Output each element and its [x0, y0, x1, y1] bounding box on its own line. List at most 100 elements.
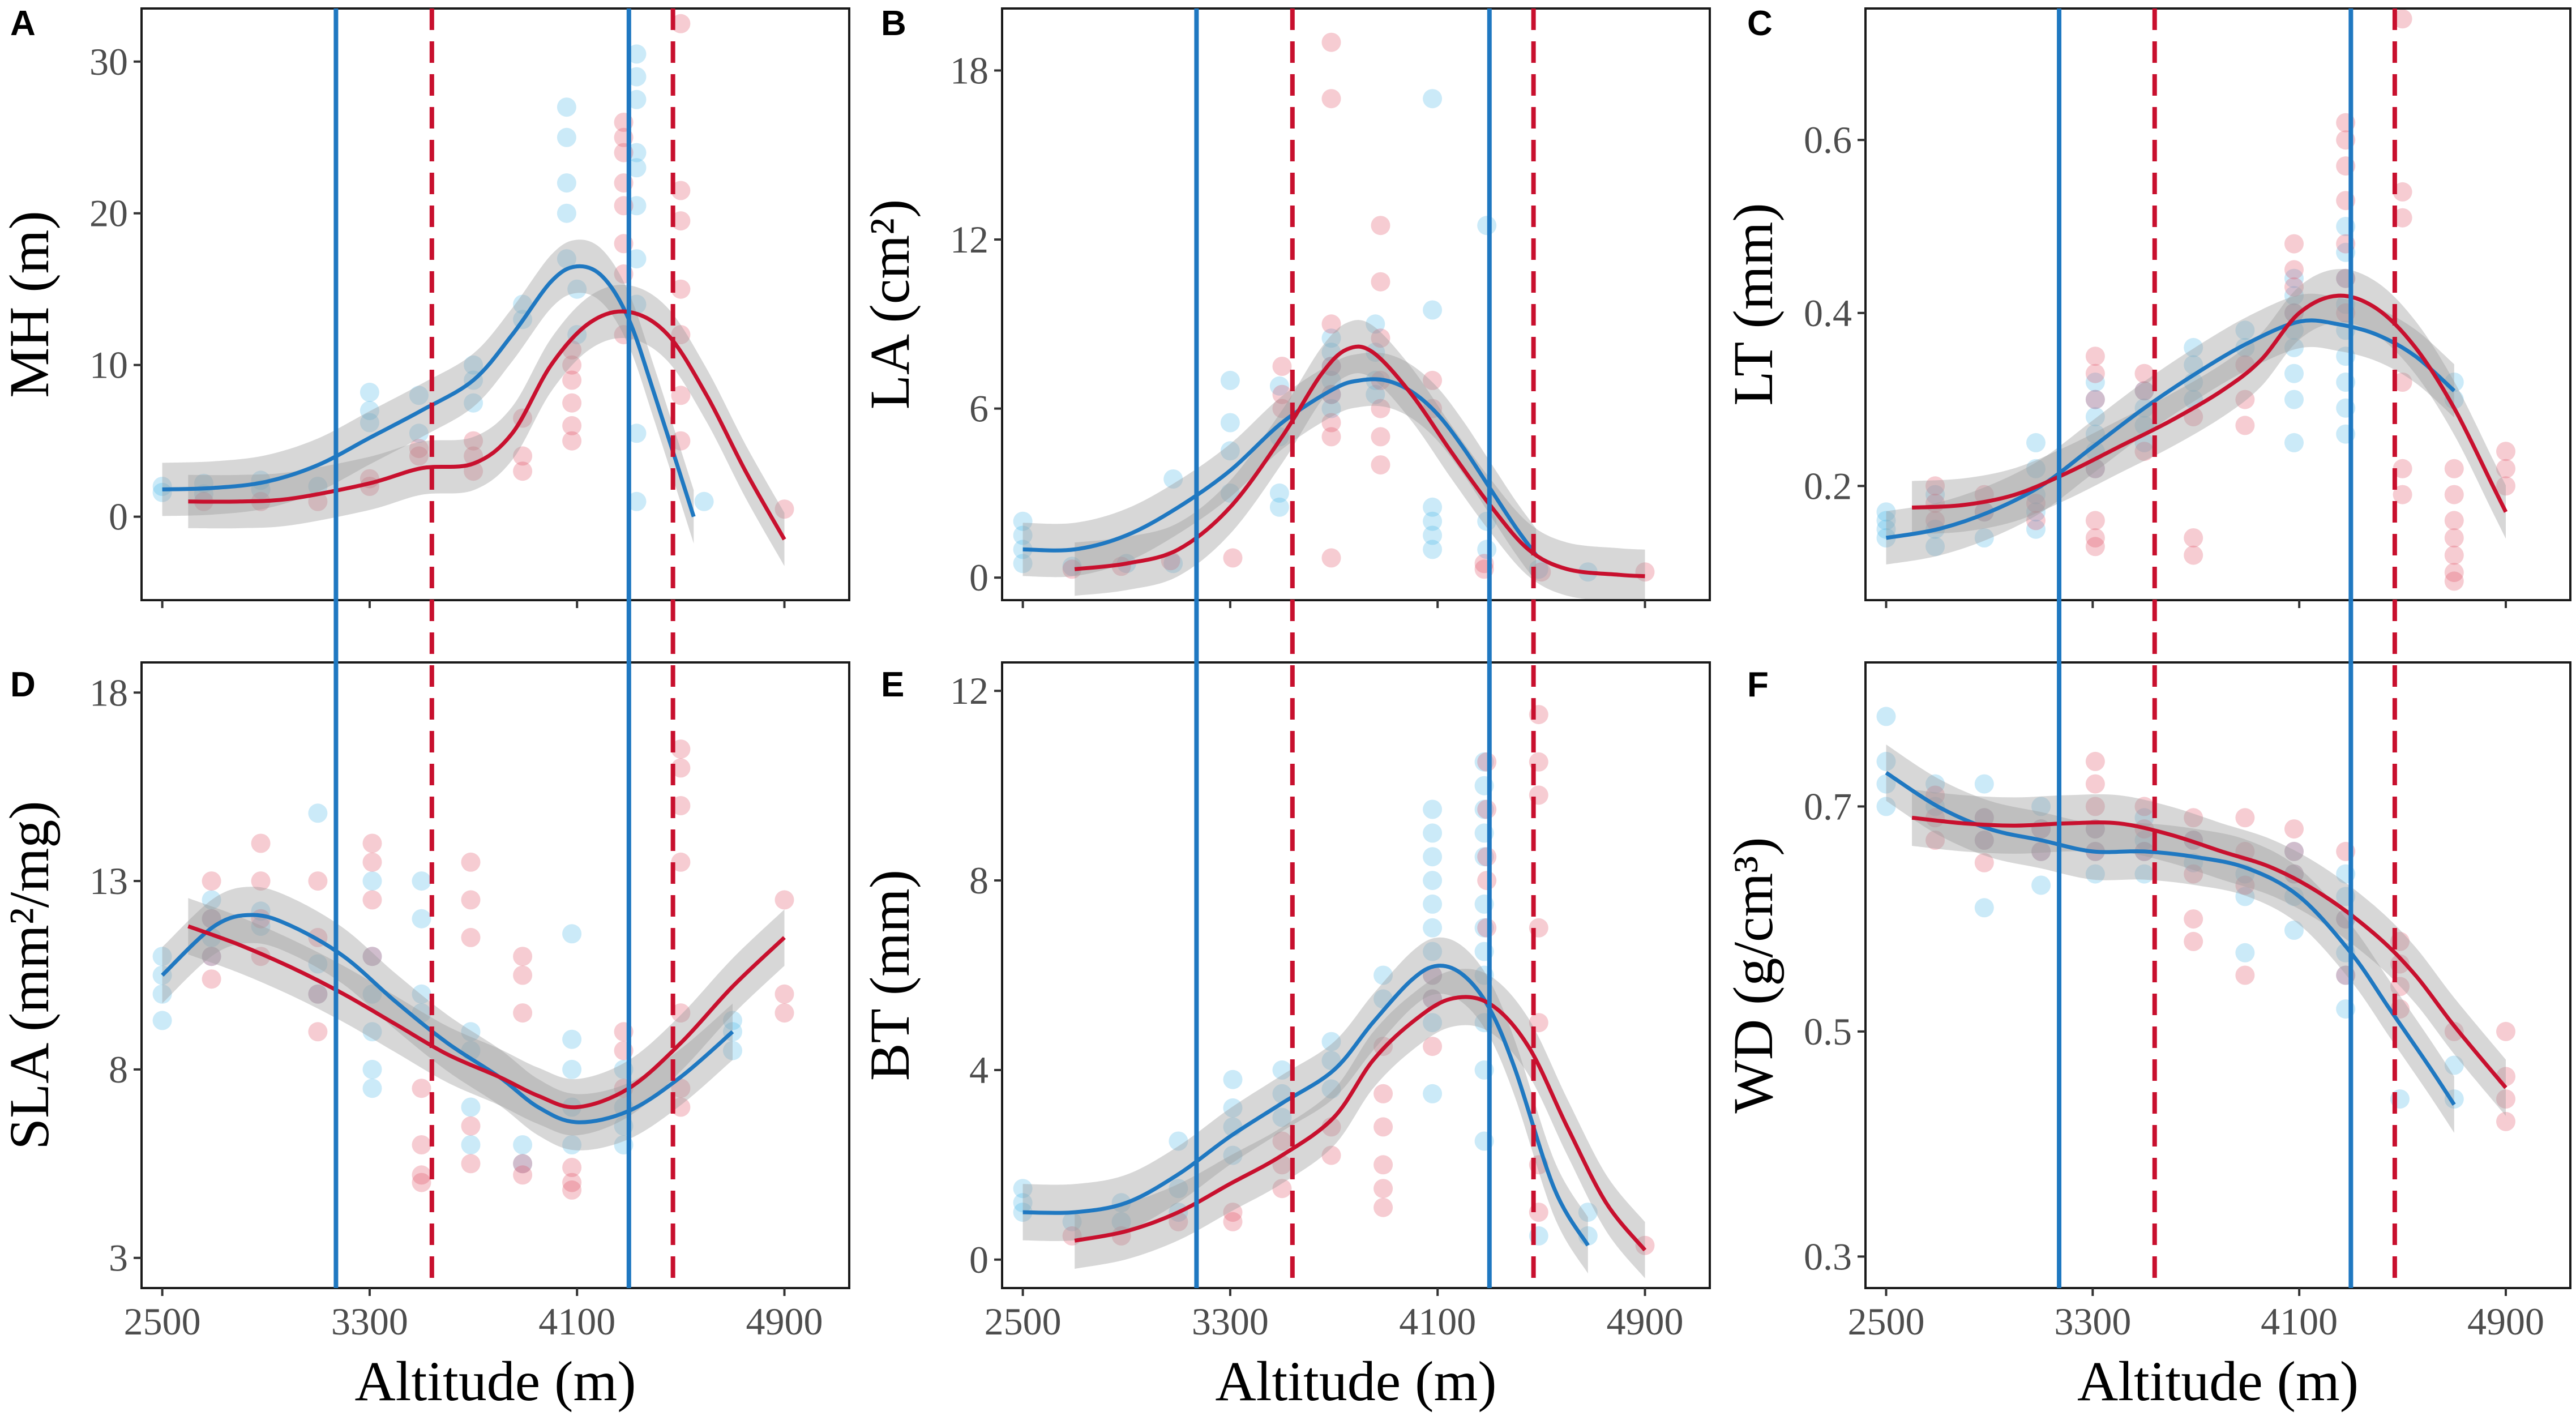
y-axis-label: SLA (mm²/mg) — [0, 801, 61, 1149]
data-point-red — [671, 1097, 691, 1117]
confidence-band-blue — [1886, 293, 2454, 564]
data-point-red — [202, 871, 221, 891]
data-point-red — [1371, 455, 1390, 475]
data-point-red — [2393, 373, 2412, 392]
data-point-blue — [1321, 1079, 1341, 1099]
data-point-blue — [562, 1059, 582, 1079]
x-tick-label: 3300 — [331, 1300, 408, 1343]
data-point-red — [513, 461, 533, 481]
data-point-red — [2444, 528, 2464, 547]
y-axis-label: MH (m) — [0, 211, 61, 398]
data-point-red — [562, 1180, 582, 1200]
data-point-blue — [627, 89, 647, 109]
data-point-blue — [1272, 1060, 1292, 1080]
data-point-blue — [2235, 320, 2255, 340]
data-point-red — [774, 1003, 794, 1023]
data-point-blue — [1169, 1131, 1188, 1151]
data-point-red — [2393, 9, 2412, 29]
data-point-blue — [557, 173, 576, 193]
data-point-red — [1272, 1179, 1292, 1199]
data-point-red — [2085, 511, 2105, 531]
data-point-red — [1477, 918, 1497, 938]
y-tick-label: 4 — [969, 1049, 989, 1092]
data-point-red — [2184, 864, 2203, 884]
data-point-red — [1477, 752, 1497, 772]
panel-c: 0.2 0.4 0.6 LT (mm) C — [1722, 4, 2571, 608]
data-point-blue — [1321, 399, 1341, 418]
data-point-blue — [1220, 413, 1240, 433]
plot-area — [152, 739, 794, 1200]
plot-area — [1013, 32, 1655, 600]
data-point-blue — [2031, 841, 2051, 861]
confidence-band-red — [188, 898, 785, 1136]
data-point-red — [2026, 493, 2046, 513]
data-point-blue — [1163, 469, 1183, 489]
data-point-red — [1272, 399, 1292, 418]
data-point-red — [2284, 841, 2304, 861]
data-point-red — [1373, 1179, 1393, 1199]
data-point-blue — [1423, 942, 1443, 961]
data-point-red — [2031, 841, 2051, 861]
data-point-red — [2444, 571, 2464, 591]
data-point-red — [2026, 511, 2046, 531]
data-point-blue — [2284, 286, 2304, 306]
data-point-blue — [2134, 864, 2154, 884]
data-point-blue — [627, 143, 647, 162]
data-point-red — [1371, 328, 1390, 348]
data-point-red — [2444, 459, 2464, 478]
data-point-blue — [362, 947, 382, 966]
data-point-blue — [2031, 875, 2051, 895]
data-point-red — [1373, 1117, 1393, 1137]
data-point-red — [1371, 272, 1390, 292]
panel-d: 3 8 13 18 2500 3300 4100 4900 SLA (mm²/mg) Altitu… — [0, 661, 850, 1413]
data-point-red — [562, 416, 582, 435]
data-point-red — [1223, 1212, 1243, 1231]
data-point-blue — [1876, 519, 1896, 539]
data-point-red — [1272, 1131, 1292, 1151]
data-point-red — [2235, 965, 2255, 985]
panel-border — [1864, 7, 2571, 601]
y-tick-label: 18 — [950, 49, 989, 92]
data-point-blue — [360, 413, 379, 433]
data-point-blue — [461, 1135, 481, 1154]
data-point-red — [2284, 234, 2304, 254]
data-point-blue — [1876, 774, 1896, 794]
data-point-red — [2235, 808, 2255, 828]
y-axis-label: BT (mm) — [858, 870, 921, 1081]
data-point-blue — [1925, 537, 1945, 557]
data-point-red — [308, 1022, 328, 1042]
y-tick-label: 0.4 — [1804, 292, 1852, 335]
data-point-blue — [1974, 831, 1994, 850]
data-point-blue — [1423, 525, 1443, 545]
data-point-blue — [2284, 337, 2304, 357]
data-point-red — [1635, 1235, 1655, 1255]
data-point-red — [2235, 875, 2255, 895]
data-point-blue — [152, 947, 172, 966]
data-point-blue — [1269, 376, 1289, 396]
data-point-blue — [562, 1029, 582, 1049]
data-point-blue — [723, 1041, 742, 1060]
data-point-blue — [461, 1022, 481, 1042]
data-point-blue — [1423, 1084, 1443, 1103]
data-point-red — [2444, 563, 2464, 583]
y-tick-label: 0 — [969, 556, 989, 599]
data-point-blue — [1876, 797, 1896, 816]
data-point-blue — [1321, 1032, 1341, 1051]
data-point-blue — [409, 386, 429, 405]
data-point-blue — [1223, 1098, 1243, 1118]
data-point-blue — [1876, 502, 1896, 522]
data-point-blue — [1269, 497, 1289, 517]
data-point-red — [2085, 537, 2105, 557]
data-point-blue — [2085, 864, 2105, 884]
data-point-blue — [1220, 441, 1240, 461]
data-point-blue — [627, 249, 647, 269]
data-point-red — [671, 325, 691, 345]
panel-letter: E — [881, 665, 904, 704]
data-point-blue — [464, 393, 483, 413]
data-point-blue — [627, 423, 647, 443]
data-point-red — [562, 355, 582, 375]
data-point-blue — [1062, 557, 1082, 576]
data-point-blue — [409, 423, 429, 443]
data-point-blue — [513, 1154, 533, 1174]
